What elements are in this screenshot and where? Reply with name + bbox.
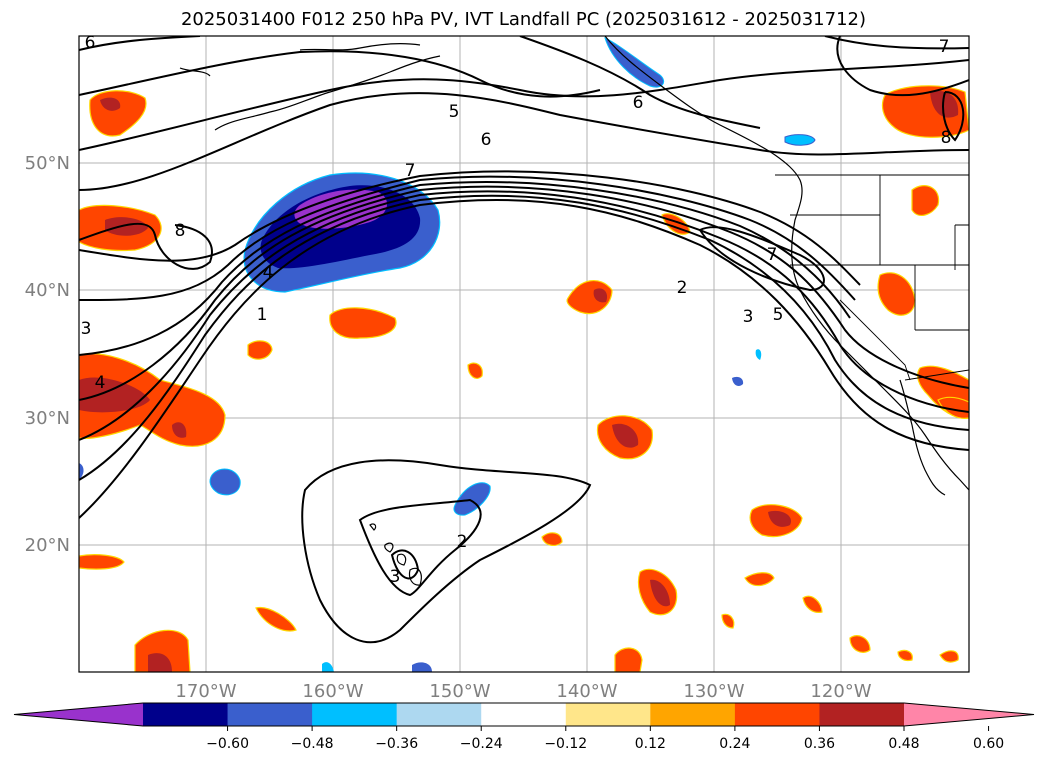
blob-p20 [744,572,775,587]
colorbar-tick-label: −0.12 [544,736,587,752]
colorbar-box [396,703,482,726]
contour-label-2-hawaii: 2 [457,532,468,552]
blob-small-5 [79,463,84,480]
blob-p26 [897,649,913,662]
contour-label-6-corner: 6 [85,33,96,53]
map-frame [78,35,970,673]
blob-west [209,468,241,496]
lon-label: 160°W [302,681,363,702]
blob-p24 [721,613,735,629]
contour-1-hawaii [301,459,592,644]
lon-label: 120°W [810,681,871,702]
colorbar-box [143,703,229,726]
blob-p11 [911,185,940,217]
contour-label-3: 3 [743,307,754,327]
colorbar-extend-high [904,703,1034,726]
colorbar-box [565,703,651,726]
blob-p19 [541,532,563,547]
contour-label-7: 7 [405,161,416,181]
colorbar-box [734,703,820,726]
blob-north [604,37,665,88]
colorbar-tick-label: −0.48 [291,736,334,752]
contour-2-hawaii [358,498,482,597]
colorbar-box [650,703,736,726]
contour-7-jet [698,226,825,292]
blob-p3 [79,353,226,447]
colorbar-box [227,703,313,726]
contour-label-7-jet: 7 [767,245,778,265]
blob-p27 [937,396,969,419]
map-title: 2025031400 F012 250 hPa PV, IVT Landfall… [180,9,867,30]
colorbar-tick-label: 0.48 [888,736,919,752]
colorbar-box [312,703,398,726]
colorbar-tick-label: 0.24 [719,736,750,752]
lon-label: 140°W [556,681,617,702]
contour-label-5-north: 5 [449,102,460,122]
colorbar-box [819,703,905,726]
colorbar-tick-label: −0.24 [460,736,503,752]
contour-label-8-east: 8 [941,128,952,148]
ivt-contours [79,36,969,644]
blob-p22 [849,635,871,653]
colorbar: −0.60 −0.48 −0.36 −0.24 −0.12 0.12 0.24 0.36 0.4… [13,702,1035,752]
blob-p4 [329,307,397,339]
blob-p18 [79,554,125,570]
blob-p5 [247,340,273,360]
blob-p21 [802,595,823,613]
blob-small-4 [322,662,334,672]
latitude-labels: 50°N 40°N 30°N 20°N [25,153,70,556]
colorbar-tick-label: 0.12 [635,736,666,752]
lat-label: 50°N [25,153,70,174]
contour-label-6: 6 [481,130,492,150]
blob-small-1 [732,376,744,386]
contour-label-4-west: 4 [95,373,106,393]
map-background [79,36,969,672]
contour-label-6-north: 6 [633,93,644,113]
contour-1a [79,198,969,519]
colorbar-tick-label: 0.60 [973,736,1004,752]
lon-label: 150°W [429,681,490,702]
contour-labels: 1 2 2 3 3 3 4 4 5 5 6 6 6 7 7 7 8 8 [81,33,952,587]
blob-coast [784,134,816,146]
blob-p23 [614,647,643,672]
contour-label-1: 1 [257,305,268,325]
contour-label-8: 8 [175,221,186,241]
graticule [79,36,969,672]
lon-label: 130°W [683,681,744,702]
contour-1b [79,194,969,481]
contour-label-2: 2 [677,278,688,298]
contour-label-4: 4 [263,263,274,283]
lat-label: 40°N [25,280,70,301]
blob-hawaii [453,482,491,516]
colorbar-tick-label: 0.36 [804,736,835,752]
lon-label: 170°W [175,681,236,702]
colorbar-tick-label: −0.60 [206,736,249,752]
colorbar-tick-label: −0.36 [375,736,418,752]
contour-label-3-hawaii: 3 [390,567,401,587]
blob-small-3 [412,662,432,672]
contour-label-5: 5 [773,305,784,325]
positive-pv-cores [79,90,959,672]
colorbar-box [481,703,567,726]
blob-small-2 [755,349,762,360]
contour-3-hawaii [390,549,420,580]
lat-label: 30°N [25,408,70,429]
colorbar-extend-low [14,703,143,726]
longitude-labels: 170°W 160°W 150°W 140°W 130°W 120°W [175,681,871,702]
blob-p17 [255,606,297,632]
contour-label-7-corner: 7 [939,37,950,57]
coastlines [179,36,969,586]
lat-label: 20°N [25,535,70,556]
blob-p25 [939,650,959,663]
blob-p12 [877,272,916,316]
colorbar-outline [13,702,1035,727]
blob-p6 [467,362,483,379]
contour-label-3-west: 3 [81,319,92,339]
